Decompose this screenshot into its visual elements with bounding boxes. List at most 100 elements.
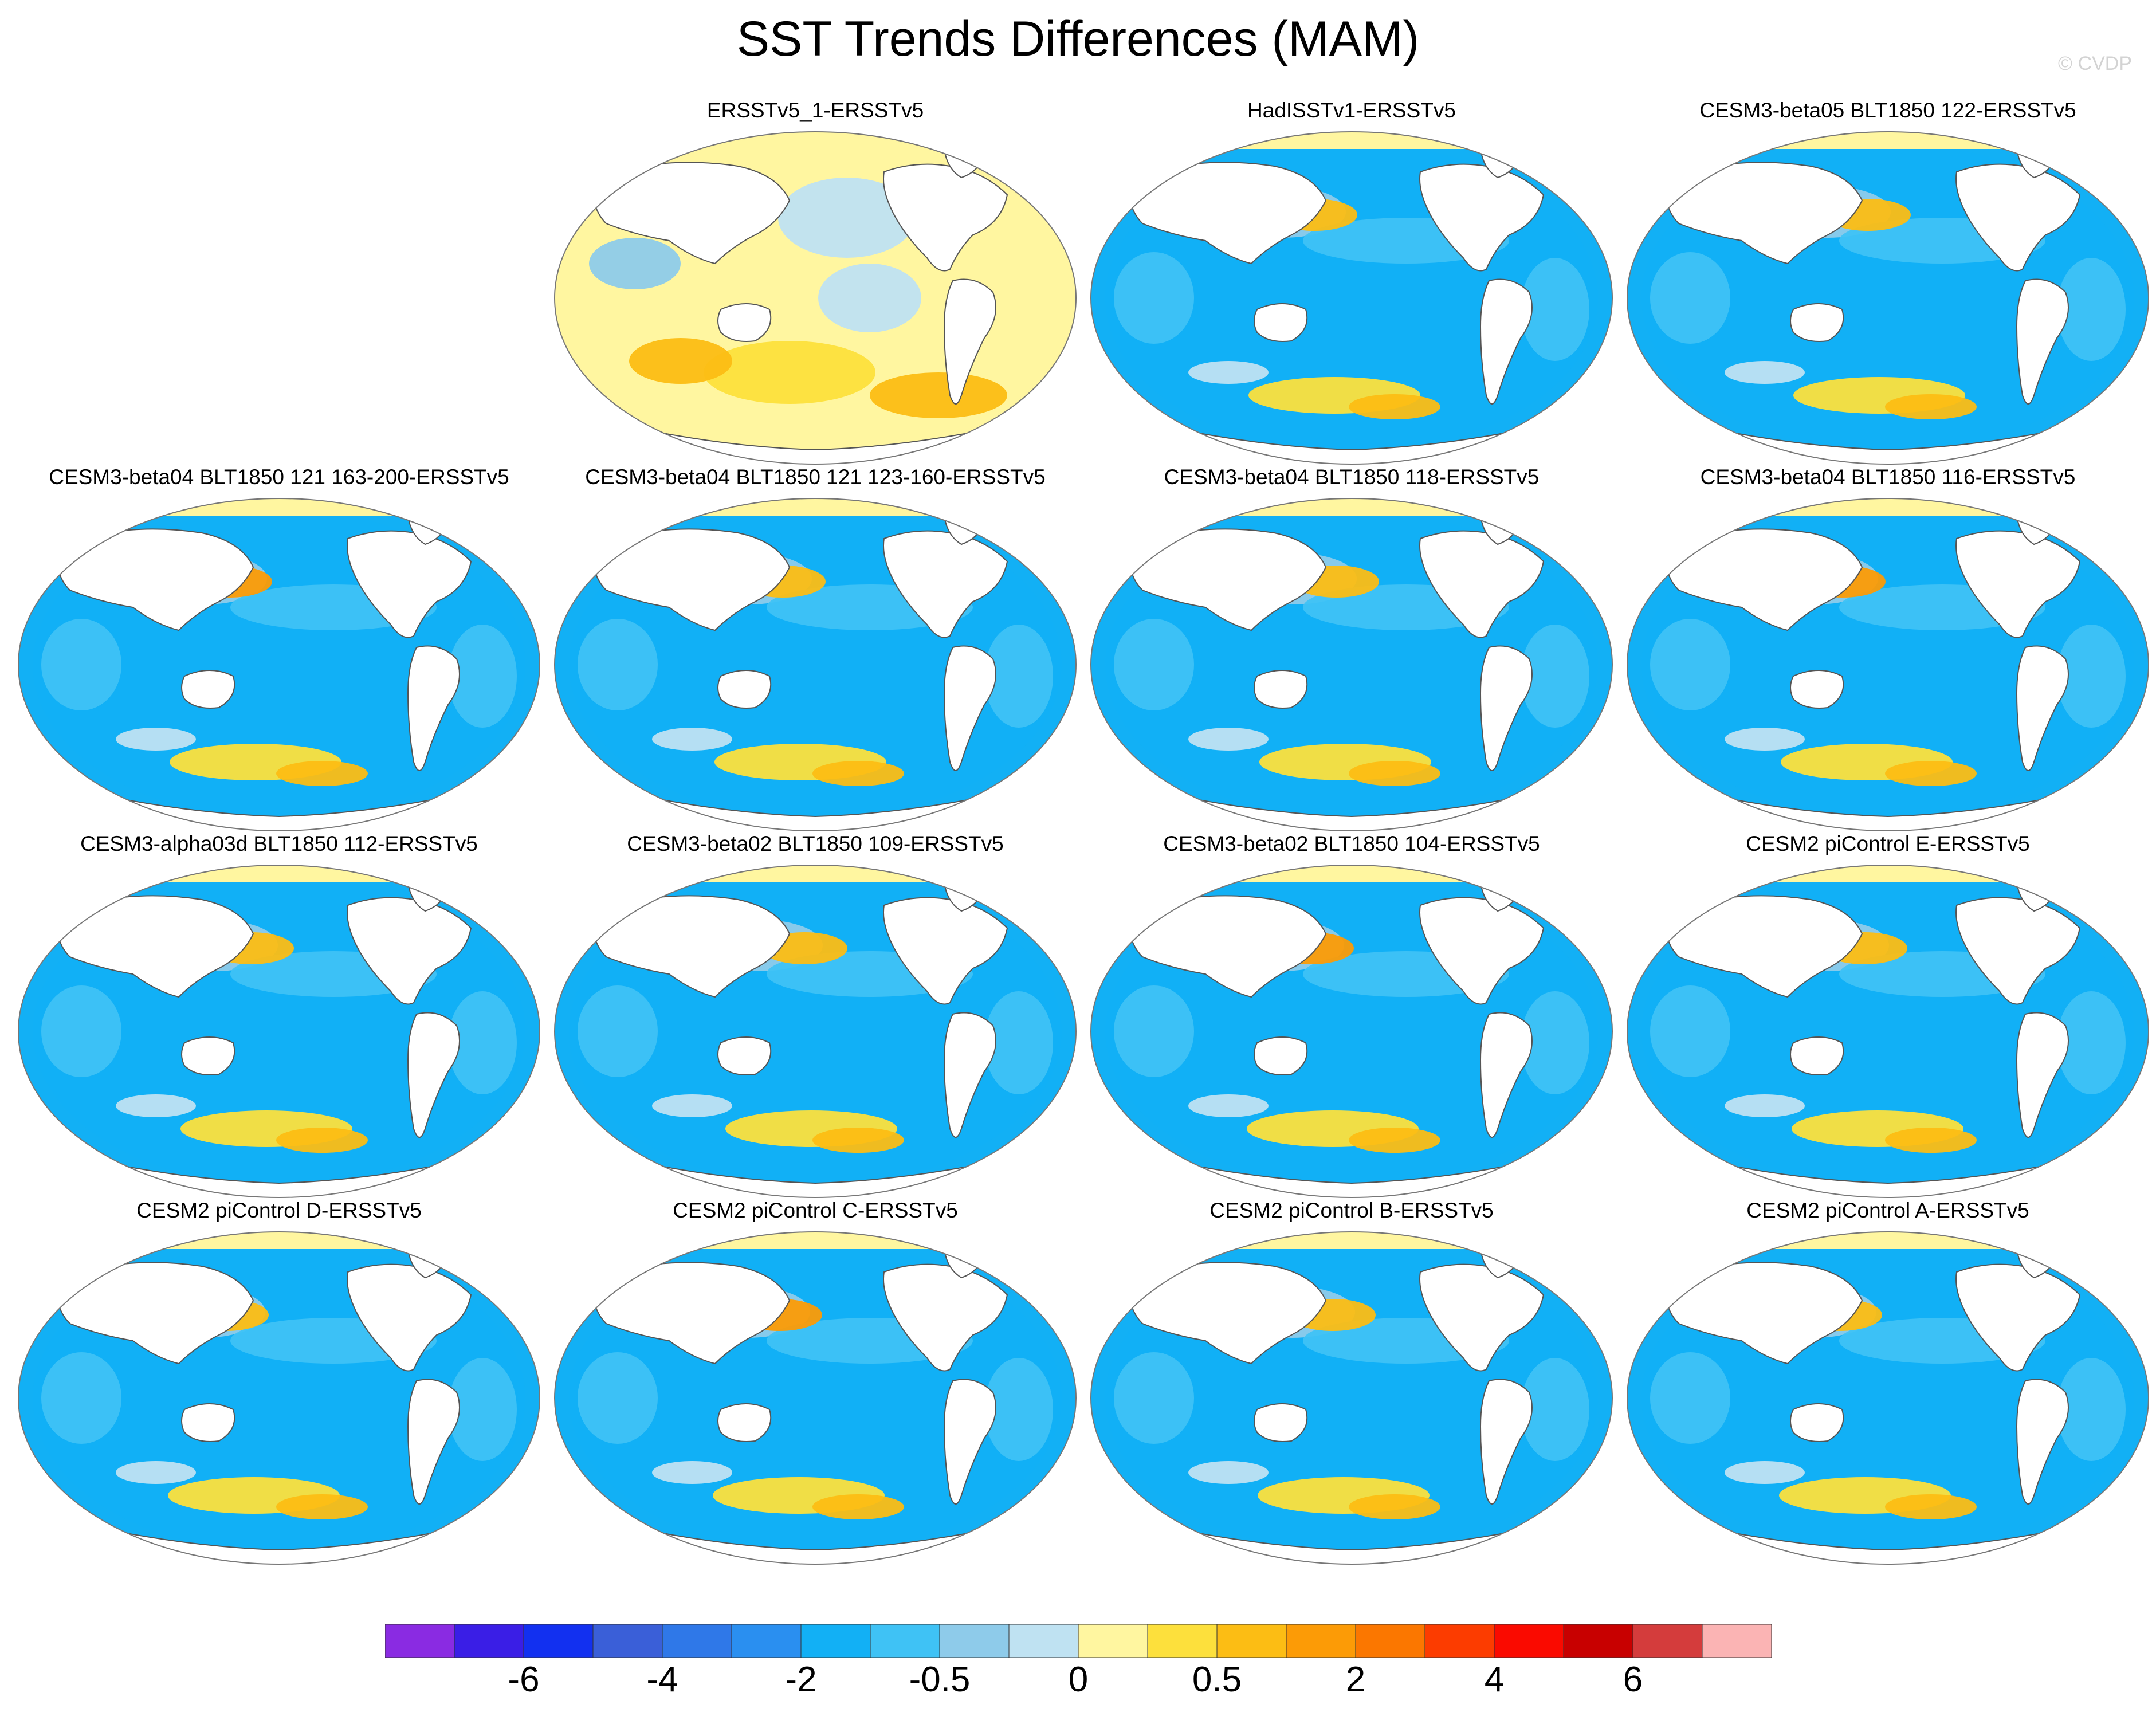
land-asia (1129, 1262, 1327, 1365)
sst-anomaly-region (812, 1494, 904, 1519)
land-asia (1665, 895, 1863, 998)
sst-field (555, 865, 1076, 1197)
arctic-band (652, 132, 973, 149)
sst-anomaly-region (818, 264, 921, 332)
sst-field (1091, 865, 1612, 1197)
land-asia (1665, 528, 1863, 631)
sst-anomaly-region (276, 1128, 368, 1153)
sst-anomaly-region (276, 1494, 368, 1519)
map-globe (18, 498, 540, 831)
sst-anomaly-region (704, 341, 875, 404)
map-panel: CESM3-beta04 BLT1850 121 123-160-ERSSTv5 (549, 464, 1082, 842)
panel-title: CESM3-beta02 BLT1850 104-ERSSTv5 (1163, 832, 1540, 855)
map-globe (1627, 498, 2149, 831)
sst-anomaly-region (984, 625, 1053, 728)
sst-anomaly-region (1188, 728, 1269, 751)
panel-title: CESM2 piControl C-ERSSTv5 (673, 1199, 958, 1222)
panel-title: CESM2 piControl A-ERSSTv5 (1746, 1199, 2029, 1222)
figure-title: SST Trends Differences (MAM) (736, 11, 1420, 66)
colorbar-swatch (1147, 1624, 1218, 1658)
sst-anomaly-region (116, 1461, 196, 1484)
colorbar-swatch (1008, 1624, 1079, 1658)
arctic-band (1188, 132, 1509, 149)
sst-field (1627, 865, 2149, 1197)
sst-anomaly-region (652, 1461, 732, 1484)
sst-anomaly-region (2057, 991, 2126, 1094)
sst-anomaly-region (589, 238, 681, 289)
sst-field (1091, 498, 1612, 831)
globe-outline (18, 498, 540, 831)
map-globe (1090, 865, 1613, 1198)
globe-outline (554, 498, 1077, 831)
land-south-america (1479, 645, 1533, 771)
colorbar-swatch (1286, 1624, 1356, 1658)
land-australia (1254, 1403, 1308, 1442)
colorbar-swatch (1702, 1624, 1772, 1658)
colorbar-swatch (1355, 1624, 1425, 1658)
arctic-band (1725, 498, 2045, 516)
arctic-band (1188, 865, 1509, 882)
land-asia (1129, 162, 1327, 265)
panel-title: CESM2 piControl E-ERSSTv5 (1746, 832, 2030, 855)
cvdp-credit: © CVDP (2058, 53, 2132, 74)
arctic-band (652, 865, 973, 882)
land-australia (717, 303, 772, 342)
sst-anomaly-region (116, 728, 196, 751)
arctic-band (1188, 498, 1509, 516)
sst-anomaly-region (1188, 361, 1269, 384)
panel-title: CESM3-beta04 BLT1850 121 163-200-ERSSTv5 (49, 465, 509, 489)
colorbar-tick-label: 0 (1068, 1660, 1089, 1699)
map-panel: CESM2 piControl B-ERSSTv5 (1085, 1197, 1618, 1576)
sst-anomaly-region (116, 1094, 196, 1117)
globe-outline (1090, 498, 1613, 831)
arctic-band (1725, 865, 2045, 882)
colorbar-swatch (1216, 1624, 1287, 1658)
sst-field (555, 498, 1076, 831)
colorbar-swatch (731, 1624, 802, 1658)
sst-anomaly-region (652, 728, 732, 751)
globe-outline (1090, 1231, 1613, 1565)
sst-anomaly-region (1114, 252, 1194, 344)
map-panel: CESM3-beta04 BLT1850 121 163-200-ERSSTv5 (13, 464, 545, 842)
colorbar-tick-label: -2 (785, 1660, 817, 1699)
sst-anomaly-region (1650, 985, 1730, 1077)
sst-anomaly-region (1725, 1461, 1805, 1484)
ocean-background (555, 132, 1076, 464)
map-globe (1627, 131, 2149, 465)
colorbar-swatch (1563, 1624, 1633, 1658)
colorbar-swatch (800, 1624, 871, 1658)
colorbar-swatch (523, 1624, 594, 1658)
colorbar-tick-label: 0.5 (1192, 1660, 1242, 1699)
map-globe (1090, 498, 1613, 831)
sst-anomaly-region (1349, 1494, 1440, 1519)
colorbar-tick-label: 4 (1484, 1660, 1505, 1699)
land-australia (1790, 1036, 1844, 1075)
colorbar-swatch (939, 1624, 1010, 1658)
map-panel: CESM2 piControl D-ERSSTv5 (13, 1197, 545, 1576)
panel-title: CESM3-beta04 BLT1850 121 123-160-ERSSTv5 (585, 465, 1046, 489)
colorbar-tick-label: -4 (646, 1660, 678, 1699)
colorbar-tick-label: -6 (508, 1660, 540, 1699)
land-asia (1665, 1262, 1863, 1365)
map-globe (554, 865, 1077, 1198)
land-south-america (943, 1379, 996, 1505)
map-panel: CESM3-alpha03d BLT1850 112-ERSSTv5 (13, 831, 545, 1209)
land-south-america (1479, 278, 1533, 405)
map-panel: ERSSTv5_1-ERSSTv5 (549, 97, 1082, 476)
sst-anomaly-region (1349, 394, 1440, 419)
sst-anomaly-region (1650, 1352, 1730, 1444)
sst-anomaly-region (778, 178, 916, 258)
sst-anomaly-region (1725, 1094, 1805, 1117)
land-asia (592, 528, 791, 631)
globe-outline (1627, 865, 2149, 1198)
land-australia (1254, 1036, 1308, 1075)
arctic-band (116, 865, 437, 882)
map-globe (1090, 131, 1613, 465)
sst-anomaly-region (276, 761, 368, 786)
land-asia (56, 528, 254, 631)
sst-anomaly-region (41, 1352, 121, 1444)
colorbar (385, 1624, 1772, 1658)
sst-anomaly-region (1725, 728, 1805, 751)
map-panel: CESM2 piControl A-ERSSTv5 (1621, 1197, 2154, 1576)
land-south-america (407, 1012, 460, 1138)
